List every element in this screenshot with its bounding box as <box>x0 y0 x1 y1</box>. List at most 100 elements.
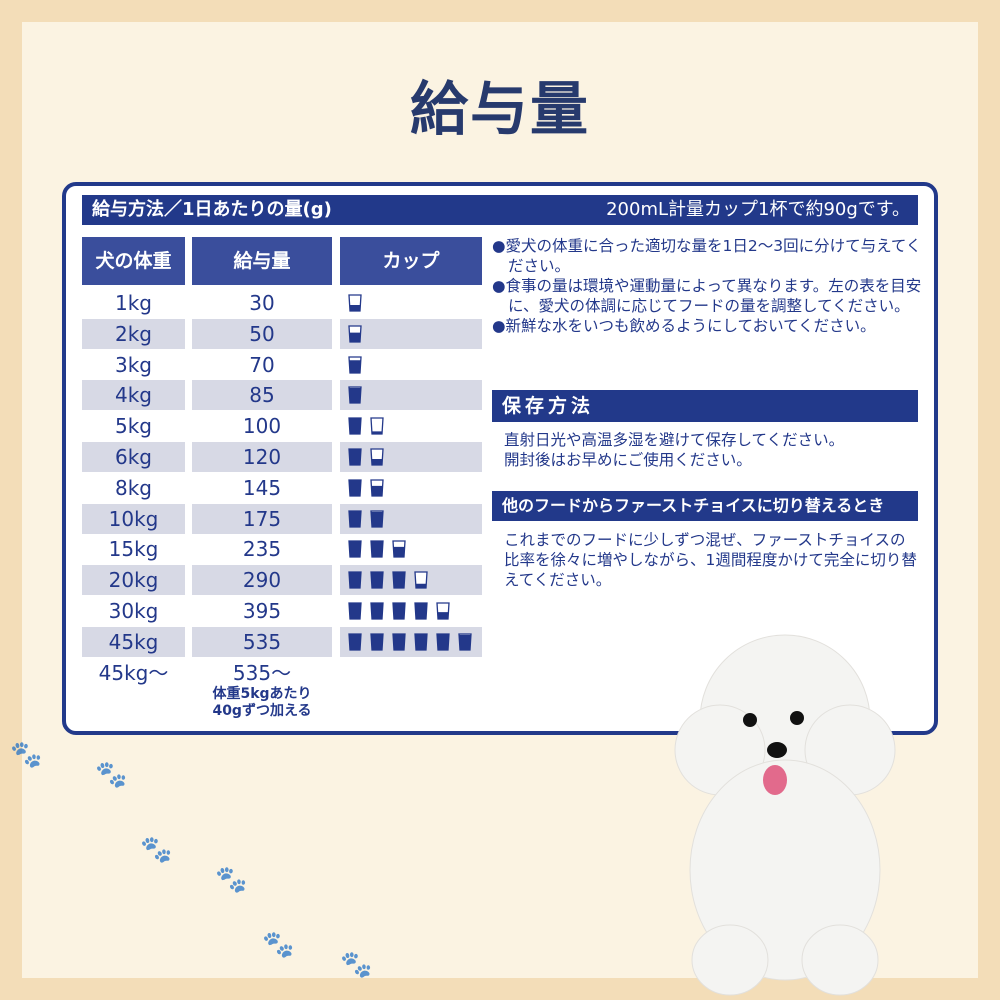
table-row: 15kg 235 <box>82 534 482 564</box>
storage-line: 直射日光や高温多湿を避けて保存してください。 <box>504 431 845 449</box>
paw-print-icon: 🐾 <box>215 865 248 895</box>
table-row: 8kg 145 <box>82 473 482 503</box>
table-row: 1kg 30 <box>82 288 482 318</box>
weight-cell: 5kg <box>114 414 152 439</box>
weight-cell: 6kg <box>82 442 185 472</box>
measuring-cup-icon <box>436 633 450 651</box>
weight-cell: 8kg <box>114 475 152 500</box>
measuring-cup-icon <box>370 540 384 559</box>
table-row: 5kg 100 <box>82 411 482 441</box>
bichon-dog-photo <box>674 634 896 996</box>
measuring-cup-icon <box>348 571 362 589</box>
measuring-cup-icon <box>348 448 362 466</box>
measuring-cup-icon <box>414 602 428 620</box>
measuring-cup-icon <box>414 571 428 589</box>
column-header-cups: カップ <box>340 237 482 285</box>
table-row: 20kg 290 <box>82 565 482 596</box>
measuring-cup-icon <box>370 509 384 528</box>
measuring-cup-icon <box>436 602 450 620</box>
weight-cell: 1kg <box>114 291 152 315</box>
note-item: ●食事の量は環境や運動量によって異なります。左の表を目安に、愛犬の体調に応じてフ… <box>492 277 922 315</box>
paw-print-icon: 🐾 <box>262 930 295 960</box>
cups-cell <box>340 626 482 657</box>
measuring-cup-icon <box>392 571 406 589</box>
last-row-note: 体重5kgあたり 40gずつ加える <box>192 686 332 720</box>
amount-cell: 145 <box>242 475 282 500</box>
feeding-header-bar: 給与方法／1日あたりの量(g) 200mL計量カップ1杯で約90gです。 <box>82 195 918 225</box>
measuring-cup-icon <box>348 325 362 343</box>
amount-cell: 100 <box>242 414 282 439</box>
weight-cell: 10kg <box>82 503 185 534</box>
storage-text: 直射日光や高温多湿を避けて保存してください。 開封後はお早めにご使用ください。 <box>504 430 934 470</box>
measuring-cup-icon <box>458 633 472 651</box>
weight-cell: 2kg <box>82 318 185 349</box>
storage-line: 開封後はお早めにご使用ください。 <box>504 451 752 469</box>
column-header-amount: 給与量 <box>192 237 332 285</box>
measuring-cup-icon <box>348 294 362 312</box>
note-item: ●新鮮な水をいつも飲めるようにしておいてください。 <box>492 317 876 335</box>
amount-cell: 175 <box>192 503 332 534</box>
note-item: ●愛犬の体重に合った適切な量を1日2〜3回に分けて与えてください。 <box>492 237 922 275</box>
feeding-header: 給与方法／1日あたりの量(g) <box>92 199 332 220</box>
table-row: 10kg 175 <box>82 503 482 534</box>
measuring-cup-icon <box>392 602 406 620</box>
table-row: 4kg 85 <box>82 380 482 411</box>
measuring-cup-icon <box>348 355 362 374</box>
measuring-cup-icon <box>348 602 362 620</box>
cups-cell <box>340 565 482 596</box>
weight-cell: 30kg <box>108 599 159 623</box>
table-row: 6kg 120 <box>82 442 482 472</box>
weight-cell: 3kg <box>114 352 152 377</box>
measuring-cup-icon <box>370 571 384 589</box>
last-row-weight: 45kg〜 <box>98 661 169 685</box>
cups-cell <box>340 503 482 534</box>
feeding-notes: ●愛犬の体重に合った適切な量を1日2〜3回に分けて与えてください。 ●食事の量は… <box>492 236 922 336</box>
amount-cell: 50 <box>192 318 332 349</box>
table-row: 30kg 395 <box>82 596 482 626</box>
amount-cell: 120 <box>192 442 332 472</box>
measuring-cup-icon <box>348 479 362 497</box>
cup-note: 200mL計量カップ1杯で約90gです。 <box>606 199 910 220</box>
switching-text: これまでのフードに少しずつ混ぜ、ファーストチョイスの比率を徐々に増やしながら、1… <box>504 531 917 589</box>
paw-print-icon: 🐾 <box>340 950 373 980</box>
cups-cell <box>340 473 482 503</box>
measuring-cup-icon <box>348 417 362 435</box>
storage-heading: 保存方法 <box>492 390 918 422</box>
measuring-cup-icon <box>392 540 406 559</box>
cups-cell <box>340 288 482 318</box>
paw-print-icon: 🐾 <box>140 835 173 865</box>
amount-cell: 30 <box>249 291 275 315</box>
weight-cell: 4kg <box>82 380 185 411</box>
measuring-cup-icon <box>370 479 384 497</box>
amount-cell: 70 <box>249 352 275 377</box>
measuring-cup-icon <box>370 633 384 651</box>
paw-print-icon: 🐾 <box>95 760 128 790</box>
weight-cell: 45kg <box>82 626 185 657</box>
cups-cell <box>340 350 482 380</box>
amount-cell: 235 <box>242 537 282 562</box>
measuring-cup-icon <box>414 633 428 651</box>
paw-print-icon: 🐾 <box>10 740 43 770</box>
last-row-note-line1: 体重5kgあたり <box>212 686 312 702</box>
cups-cell <box>340 596 482 626</box>
measuring-cup-icon <box>370 448 384 466</box>
amount-cell: 535 <box>192 626 332 657</box>
weight-cell: 15kg <box>108 537 159 562</box>
table-row: 2kg 50 <box>82 318 482 349</box>
measuring-cup-icon <box>370 417 384 435</box>
table-row: 45kg 535 <box>82 626 482 657</box>
measuring-cup-icon <box>392 633 406 651</box>
amount-cell: 395 <box>242 599 282 623</box>
table-row: 3kg 70 <box>82 350 482 380</box>
measuring-cup-icon <box>348 386 362 405</box>
switching-heading: 他のフードからファーストチョイスに切り替えるとき <box>492 491 918 521</box>
cups-cell <box>340 380 482 411</box>
cups-cell <box>340 318 482 349</box>
amount-cell: 85 <box>192 380 332 411</box>
measuring-cup-icon <box>348 540 362 559</box>
measuring-cup-icon <box>348 509 362 528</box>
weight-cell: 20kg <box>82 565 185 596</box>
cups-cell <box>340 534 482 564</box>
last-row-note-line2: 40gずつ加える <box>212 703 312 719</box>
amount-cell: 290 <box>192 565 332 596</box>
